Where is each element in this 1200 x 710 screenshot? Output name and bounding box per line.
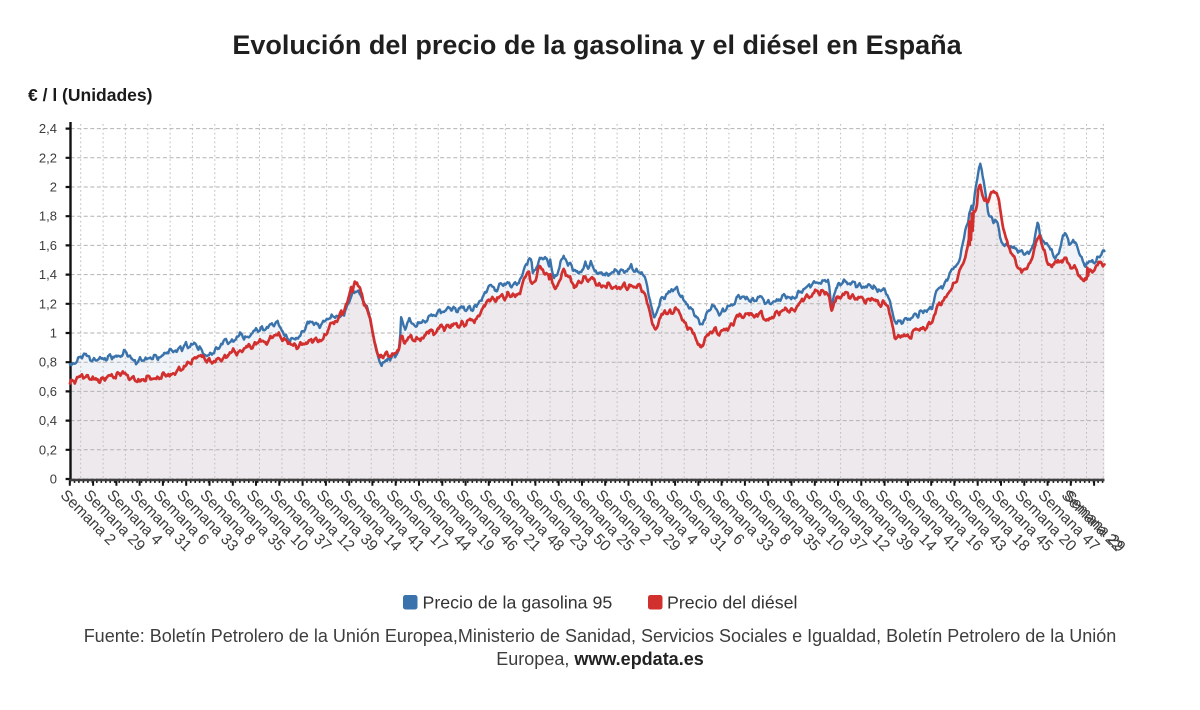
svg-text:1,4: 1,4	[39, 267, 57, 282]
svg-text:2,2: 2,2	[39, 150, 57, 165]
svg-text:€ / l (Unidades): € / l (Unidades)	[28, 85, 152, 105]
svg-text:1,2: 1,2	[39, 296, 57, 311]
svg-text:Precio del diésel: Precio del diésel	[667, 593, 797, 613]
svg-text:2: 2	[50, 180, 57, 195]
svg-text:1,8: 1,8	[39, 209, 57, 224]
svg-text:Evolución del precio de la gas: Evolución del precio de la gasolina y el…	[232, 30, 962, 60]
svg-text:1,6: 1,6	[39, 238, 57, 253]
svg-text:Precio de la gasolina 95: Precio de la gasolina 95	[423, 593, 613, 613]
svg-text:Europea, www.epdata.es: Europea, www.epdata.es	[496, 649, 703, 669]
svg-text:0,4: 0,4	[39, 413, 57, 428]
svg-text:2,4: 2,4	[39, 121, 57, 136]
svg-text:0,8: 0,8	[39, 355, 57, 370]
svg-text:0,6: 0,6	[39, 384, 57, 399]
svg-text:Fuente: Boletín Petrolero de l: Fuente: Boletín Petrolero de la Unión Eu…	[84, 626, 1117, 646]
svg-text:0,2: 0,2	[39, 442, 57, 457]
svg-text:0: 0	[50, 472, 57, 487]
svg-text:1: 1	[50, 326, 57, 341]
